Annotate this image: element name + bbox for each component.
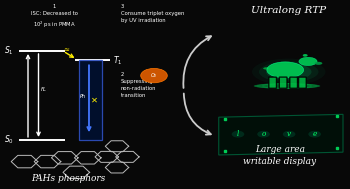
Ellipse shape <box>266 63 312 80</box>
Text: $T_1$: $T_1$ <box>113 54 122 67</box>
Ellipse shape <box>254 83 320 89</box>
Text: e: e <box>313 130 317 138</box>
Text: Large area
writable display: Large area writable display <box>244 145 316 166</box>
Circle shape <box>232 131 244 138</box>
Text: 1
ISC: Decreased to
$10^2$ ps in PMMA: 1 ISC: Decreased to $10^2$ ps in PMMA <box>31 4 78 30</box>
Circle shape <box>283 131 295 138</box>
Ellipse shape <box>299 57 317 66</box>
Text: ≈: ≈ <box>64 47 69 53</box>
Text: o: o <box>261 130 266 138</box>
Ellipse shape <box>263 67 270 70</box>
Text: $S_1$: $S_1$ <box>4 45 14 57</box>
Text: FL: FL <box>41 87 47 92</box>
Text: Ph: Ph <box>80 94 86 99</box>
Text: Ultralong RTP: Ultralong RTP <box>251 6 326 15</box>
Text: $S_0$: $S_0$ <box>4 134 14 146</box>
Circle shape <box>257 131 270 138</box>
Circle shape <box>141 68 167 83</box>
Circle shape <box>308 131 321 138</box>
Polygon shape <box>219 114 343 155</box>
Text: 2
Suppressing
non-radiation
transition: 2 Suppressing non-radiation transition <box>121 72 156 98</box>
FancyBboxPatch shape <box>269 77 276 88</box>
Ellipse shape <box>315 62 322 65</box>
Text: 3
Consume triplet oxygen
by UV irradiation: 3 Consume triplet oxygen by UV irradiati… <box>121 4 184 23</box>
FancyBboxPatch shape <box>279 77 287 88</box>
Ellipse shape <box>259 61 318 82</box>
Text: ✕: ✕ <box>91 96 98 105</box>
Bar <box>79 60 101 140</box>
Text: PAHs phosphors: PAHs phosphors <box>31 174 105 183</box>
Ellipse shape <box>267 62 304 78</box>
Ellipse shape <box>303 54 308 57</box>
FancyBboxPatch shape <box>290 77 298 88</box>
FancyBboxPatch shape <box>299 77 306 88</box>
Text: v: v <box>287 130 291 138</box>
Text: $O_2$: $O_2$ <box>150 71 158 80</box>
Text: l: l <box>237 130 239 138</box>
